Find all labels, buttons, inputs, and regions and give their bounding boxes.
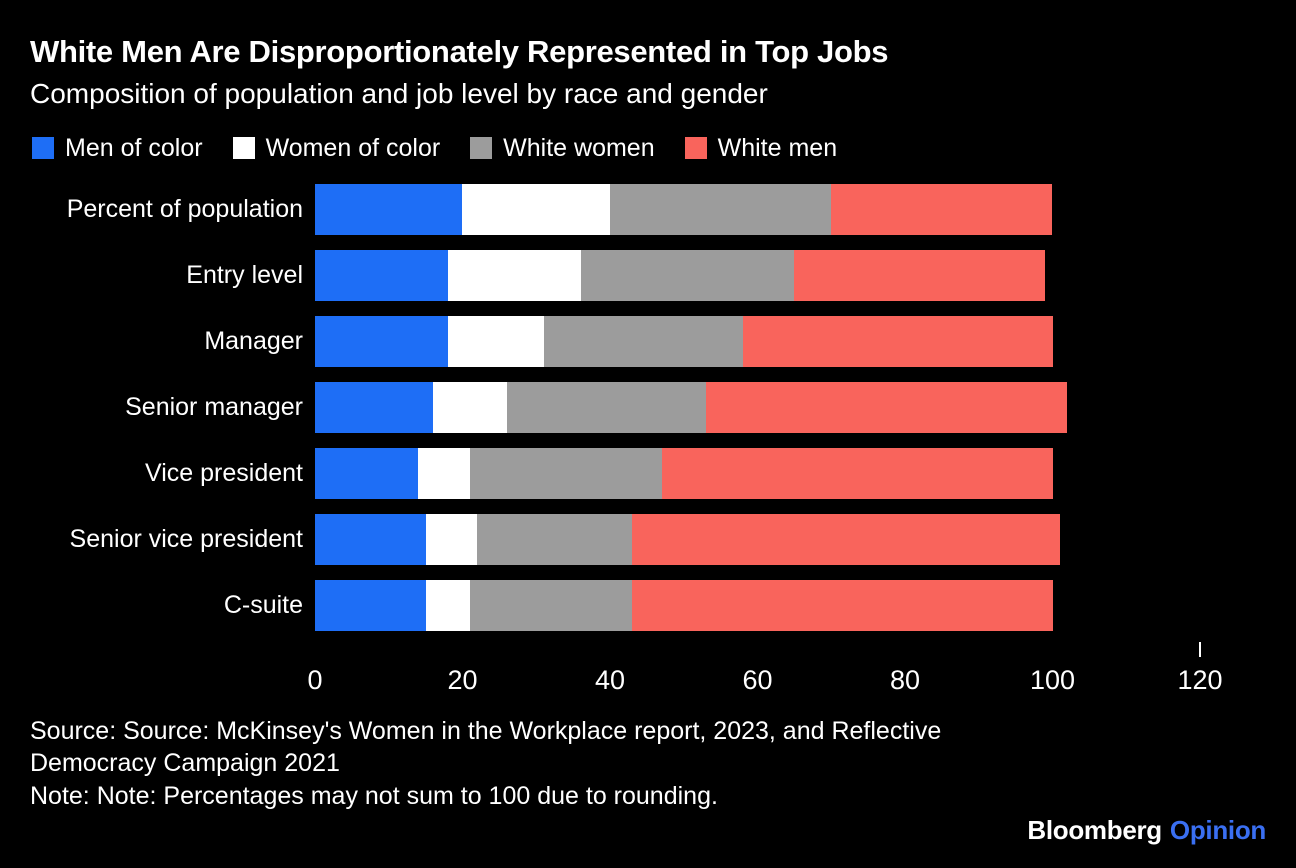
chart-legend: Men of color Women of color White women Whi… bbox=[32, 134, 1266, 163]
x-tick-label: 60 bbox=[742, 664, 773, 695]
bar-track bbox=[315, 184, 1200, 236]
chart-row: Senior manager bbox=[30, 375, 1266, 441]
legend-swatch bbox=[32, 137, 54, 160]
x-tick-label: 40 bbox=[594, 664, 626, 695]
bar-segment bbox=[609, 184, 832, 236]
legend-item: White women bbox=[470, 133, 655, 163]
chart-row: Entry level bbox=[30, 243, 1266, 309]
category-label: Senior manager bbox=[125, 393, 303, 422]
bar-segment bbox=[425, 514, 478, 566]
category-label: Senior vice president bbox=[69, 525, 303, 554]
chart-row: C-suite bbox=[30, 573, 1266, 639]
bar-segment bbox=[418, 448, 470, 500]
category-label: Vice president bbox=[145, 459, 303, 488]
legend-label: White men bbox=[717, 133, 838, 162]
bar-segment bbox=[632, 514, 1060, 566]
chart-title: White Men Are Disproportionately Represe… bbox=[30, 34, 889, 69]
bar-segment bbox=[831, 184, 1053, 236]
x-tick-label: 80 bbox=[889, 664, 921, 695]
chart-row: Manager bbox=[30, 309, 1266, 375]
legend-item: Men of color bbox=[32, 134, 203, 163]
legend-swatch bbox=[232, 137, 255, 160]
legend-label: Women of color bbox=[265, 133, 441, 162]
bar-segment bbox=[794, 250, 1046, 302]
bar-segment bbox=[462, 184, 610, 236]
x-tick-label: 120 bbox=[1177, 664, 1223, 695]
bar-segment bbox=[632, 580, 1053, 632]
bloomberg-opinion-logo: Bloomberg Opinion bbox=[1027, 815, 1266, 846]
bar-segment bbox=[315, 250, 448, 302]
bar-track bbox=[315, 514, 1200, 566]
legend-label: White women bbox=[503, 133, 655, 162]
source-line-1: Source: Source: McKinsey's Women in the … bbox=[30, 716, 942, 745]
bar-track bbox=[315, 382, 1200, 434]
legend-label: Men of color bbox=[65, 133, 203, 162]
legend-item: White men bbox=[684, 133, 838, 163]
x-tick-label: 100 bbox=[1029, 664, 1076, 695]
bar-segment bbox=[315, 448, 419, 500]
bar-segment bbox=[315, 514, 426, 566]
legend-swatch bbox=[684, 137, 707, 160]
legend-item: Women of color bbox=[232, 133, 441, 163]
chart-subtitle: Composition of population and job level … bbox=[30, 77, 768, 109]
bar-segment bbox=[315, 316, 448, 368]
chart-row: Percent of population bbox=[30, 177, 1266, 243]
x-axis: 0 20 40 60 80 100 120 bbox=[307, 639, 1223, 701]
chart-footer: Source: Source: McKinsey's Women in the … bbox=[30, 715, 1266, 813]
bar-segment bbox=[477, 514, 633, 566]
legend-swatch bbox=[470, 137, 493, 160]
bar-segment bbox=[705, 382, 1068, 434]
bar-segment bbox=[580, 250, 795, 302]
bar-track bbox=[315, 316, 1200, 368]
bar-segment bbox=[506, 382, 706, 434]
bar-segment bbox=[315, 184, 463, 236]
stacked-bar-chart: Percent of population Entry level Manager S… bbox=[30, 177, 1266, 701]
bar-segment bbox=[469, 448, 662, 500]
x-tick-label: 0 bbox=[307, 664, 323, 695]
source-line-2: Democracy Campaign 2021 bbox=[30, 749, 340, 778]
bar-segment bbox=[315, 580, 426, 632]
chart-rows: Percent of population Entry level Manager S… bbox=[30, 177, 1266, 639]
category-label: Manager bbox=[204, 327, 303, 356]
bar-segment bbox=[543, 316, 743, 368]
brand-bloomberg: Bloomberg bbox=[1027, 815, 1162, 845]
bar-segment bbox=[447, 316, 544, 368]
bar-segment bbox=[469, 580, 633, 632]
bar-segment bbox=[433, 382, 507, 434]
x-tick-mark bbox=[1199, 641, 1201, 657]
bar-segment bbox=[447, 250, 581, 302]
category-label: C-suite bbox=[223, 591, 303, 620]
note-line: Note: Note: Percentages may not sum to 1… bbox=[30, 781, 718, 810]
x-tick-label: 20 bbox=[447, 664, 478, 695]
category-label: Entry level bbox=[186, 261, 303, 290]
chart-row: Vice president bbox=[30, 441, 1266, 507]
category-label: Percent of population bbox=[66, 195, 303, 224]
bar-segment bbox=[425, 580, 470, 632]
brand-opinion: Opinion bbox=[1169, 815, 1266, 845]
bar-segment bbox=[742, 316, 1053, 368]
bar-segment bbox=[315, 382, 433, 434]
bar-track bbox=[315, 250, 1200, 302]
bar-track bbox=[315, 580, 1200, 632]
bar-track bbox=[315, 448, 1200, 500]
chart-row: Senior vice president bbox=[30, 507, 1266, 573]
bar-segment bbox=[661, 448, 1053, 500]
